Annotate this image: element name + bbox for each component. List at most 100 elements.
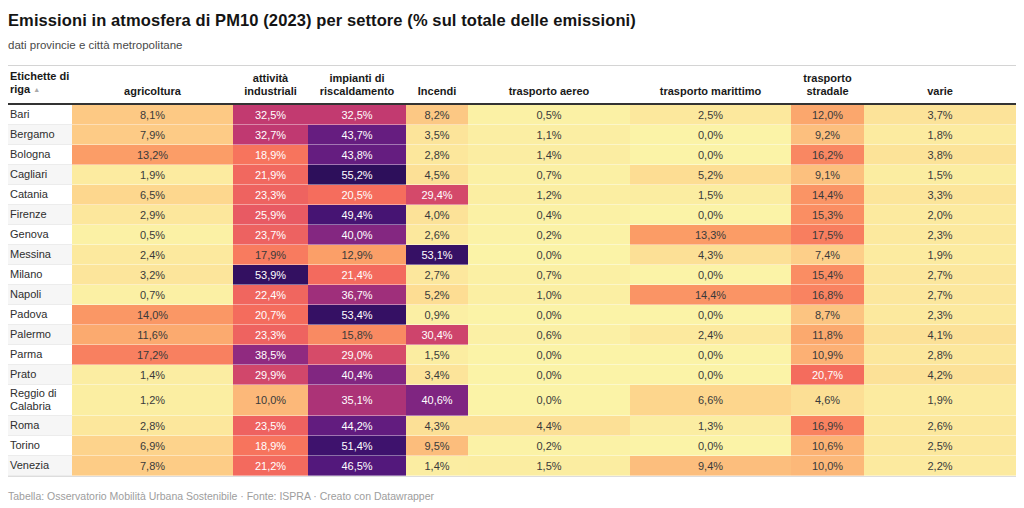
heatmap-cell: 8,7% xyxy=(791,305,864,325)
heatmap-cell: 23,5% xyxy=(233,416,308,436)
table-row-roma: Roma2,8%23,5%44,2%4,3%4,4%1,3%16,9%2,6% xyxy=(8,416,1016,436)
column-header-trasporto-aereo[interactable]: trasporto aereo xyxy=(468,66,630,103)
heatmap-cell: 17,2% xyxy=(72,345,233,365)
table-row-palermo: Palermo11,6%23,3%15,8%30,4%0,6%2,4%11,8%… xyxy=(8,325,1016,345)
column-header-trasporto-stradale[interactable]: trasporto stradale xyxy=(791,66,864,103)
heatmap-cell: 10,6% xyxy=(791,436,864,456)
heatmap-cell: 1,0% xyxy=(468,285,630,305)
heatmap-cell: 20,7% xyxy=(233,305,308,325)
heatmap-cell: 44,2% xyxy=(308,416,406,436)
heatmap-cell: 0,7% xyxy=(468,165,630,185)
heatmap-cell: 4,2% xyxy=(864,365,1016,385)
heatmap-cell: 29,4% xyxy=(406,185,468,205)
column-header-row-labels[interactable]: Etichette di riga▲ xyxy=(8,66,72,103)
heatmap-cell: 0,7% xyxy=(72,285,233,305)
heatmap-cell: 10,0% xyxy=(233,385,308,416)
table-row-napoli: Napoli0,7%22,4%36,7%5,2%1,0%14,4%16,8%2,… xyxy=(8,285,1016,305)
heatmap-cell: 4,5% xyxy=(406,165,468,185)
heatmap-cell: 1,5% xyxy=(406,345,468,365)
heatmap-cell: 2,8% xyxy=(406,145,468,165)
heatmap-cell: 43,7% xyxy=(308,125,406,145)
row-label: Parma xyxy=(8,345,72,365)
heatmap-cell: 4,1% xyxy=(864,325,1016,345)
heatmap-cell: 2,7% xyxy=(406,265,468,285)
heatmap-cell: 0,0% xyxy=(630,305,791,325)
heatmap-cell: 14,4% xyxy=(791,185,864,205)
heatmap-cell: 51,4% xyxy=(308,436,406,456)
heatmap-cell: 15,8% xyxy=(308,325,406,345)
heatmap-cell: 1,5% xyxy=(468,456,630,476)
heatmap-cell: 0,0% xyxy=(468,245,630,265)
heatmap-cell: 0,0% xyxy=(630,345,791,365)
heatmap-cell: 9,2% xyxy=(791,125,864,145)
table-row-padova: Padova14,0%20,7%53,4%0,9%0,0%0,0%8,7%2,3… xyxy=(8,305,1016,325)
heatmap-cell: 29,9% xyxy=(233,365,308,385)
column-header-trasporto-marittimo[interactable]: trasporto marittimo xyxy=(630,66,791,103)
heatmap-cell: 16,8% xyxy=(791,285,864,305)
table-row-catania: Catania6,5%23,3%20,5%29,4%1,2%1,5%14,4%3… xyxy=(8,185,1016,205)
row-label: Padova xyxy=(8,305,72,325)
heatmap-cell: 9,4% xyxy=(630,456,791,476)
heatmap-cell: 6,6% xyxy=(630,385,791,416)
row-label: Roma xyxy=(8,416,72,436)
table-row-venezia: Venezia7,8%21,2%46,5%1,4%1,5%9,4%10,0%2,… xyxy=(8,456,1016,476)
heatmap-cell: 30,4% xyxy=(406,325,468,345)
heatmap-cell: 6,5% xyxy=(72,185,233,205)
heatmap-cell: 53,9% xyxy=(233,265,308,285)
heatmap-cell: 16,2% xyxy=(791,145,864,165)
table-row-messina: Messina2,4%17,9%12,9%53,1%0,0%4,3%7,4%1,… xyxy=(8,245,1016,265)
heatmap-cell: 6,9% xyxy=(72,436,233,456)
heatmap-cell: 3,8% xyxy=(864,145,1016,165)
heatmap-cell: 32,5% xyxy=(308,105,406,125)
heatmap-cell: 5,2% xyxy=(630,165,791,185)
table-body: Bari8,1%32,5%32,5%8,2%0,5%2,5%12,0%3,7%B… xyxy=(8,105,1016,477)
heatmap-cell: 1,4% xyxy=(72,365,233,385)
heatmap-cell: 21,9% xyxy=(233,165,308,185)
heatmap-cell: 2,6% xyxy=(406,225,468,245)
heatmap-cell: 40,4% xyxy=(308,365,406,385)
heatmap-cell: 1,9% xyxy=(72,165,233,185)
heatmap-cell: 22,4% xyxy=(233,285,308,305)
heatmap-cell: 18,9% xyxy=(233,145,308,165)
table-row-bologna: Bologna13,2%18,9%43,8%2,8%1,4%0,0%16,2%3… xyxy=(8,145,1016,165)
heatmap-cell: 20,5% xyxy=(308,185,406,205)
heatmap-cell: 2,3% xyxy=(864,305,1016,325)
row-label: Venezia xyxy=(8,456,72,476)
row-label: Napoli xyxy=(8,285,72,305)
heatmap-cell: 3,5% xyxy=(406,125,468,145)
chart-subtitle: dati provincie e città metropolitane xyxy=(8,38,1016,52)
heatmap-cell: 17,5% xyxy=(791,225,864,245)
heatmap-cell: 46,5% xyxy=(308,456,406,476)
heatmap-cell: 4,3% xyxy=(406,416,468,436)
heatmap-cell: 2,4% xyxy=(72,245,233,265)
table-row-firenze: Firenze2,9%25,9%49,4%4,0%0,4%0,0%15,3%2,… xyxy=(8,205,1016,225)
heatmap-cell: 2,7% xyxy=(864,265,1016,285)
heatmap-cell: 7,9% xyxy=(72,125,233,145)
heatmap-cell: 23,3% xyxy=(233,185,308,205)
column-header-incendi[interactable]: Incendi xyxy=(406,66,468,103)
heatmap-cell: 2,6% xyxy=(864,416,1016,436)
heatmap-cell: 15,4% xyxy=(791,265,864,285)
heatmap-cell: 12,9% xyxy=(308,245,406,265)
column-header-impianti-di-riscaldamento[interactable]: impianti di riscaldamento xyxy=(308,66,406,103)
heatmap-cell: 0,0% xyxy=(630,265,791,285)
column-header-varie[interactable]: varie xyxy=(864,66,1016,103)
row-label: Messina xyxy=(8,245,72,265)
table-row-milano: Milano3,2%53,9%21,4%2,7%0,7%0,0%15,4%2,7… xyxy=(8,265,1016,285)
heatmap-cell: 11,8% xyxy=(791,325,864,345)
heatmap-cell: 1,2% xyxy=(72,385,233,416)
heatmap-cell: 32,5% xyxy=(233,105,308,125)
heatmap-cell: 9,1% xyxy=(791,165,864,185)
heatmap-cell: 4,4% xyxy=(468,416,630,436)
heatmap-cell: 14,4% xyxy=(630,285,791,305)
row-label: Bologna xyxy=(8,145,72,165)
column-header-agricoltura[interactable]: agricoltura xyxy=(72,66,233,103)
heatmap-cell: 55,2% xyxy=(308,165,406,185)
heatmap-cell: 1,2% xyxy=(468,185,630,205)
row-label: Firenze xyxy=(8,205,72,225)
heatmap-cell: 4,3% xyxy=(630,245,791,265)
column-header-attivit-industriali[interactable]: attività industriali xyxy=(233,66,308,103)
heatmap-cell: 49,4% xyxy=(308,205,406,225)
heatmap-cell: 53,1% xyxy=(406,245,468,265)
row-label: Bari xyxy=(8,105,72,125)
